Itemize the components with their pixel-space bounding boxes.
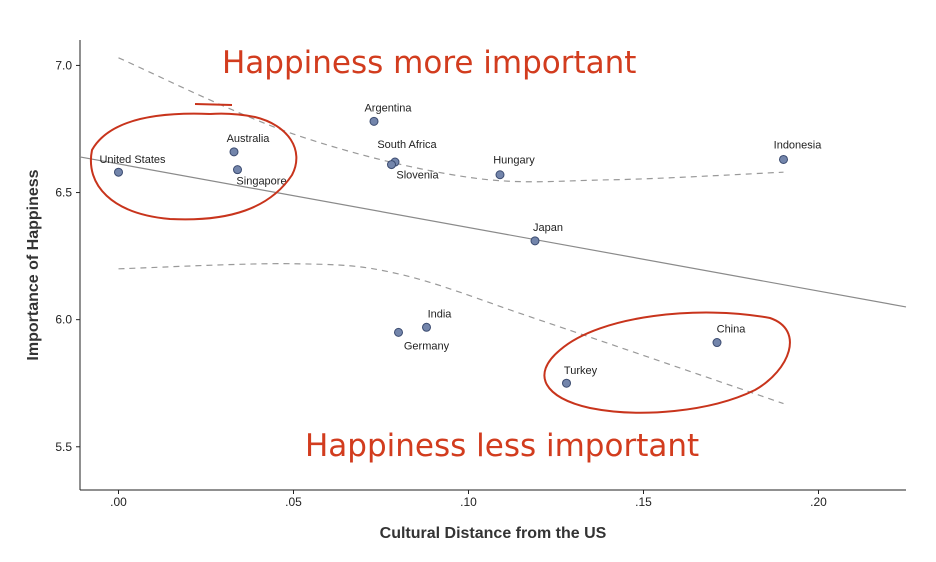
y-tick-label: 7.0 [55, 58, 72, 72]
x-tick-label: .20 [810, 495, 827, 509]
point-label: India [428, 308, 453, 320]
ci-upper-line [118, 57, 784, 183]
point-label: Indonesia [774, 139, 823, 151]
data-point [114, 167, 123, 177]
x-tick-label: .15 [635, 495, 652, 509]
data-point [387, 160, 396, 170]
data-point [394, 327, 403, 337]
data-point [712, 338, 722, 348]
x-tick-label: .05 [285, 495, 302, 509]
point-label: Argentina [364, 102, 412, 114]
data-point [422, 322, 431, 332]
data-point [233, 165, 242, 175]
point-label: Japan [533, 222, 563, 234]
data-point [369, 116, 379, 126]
data-point [530, 236, 540, 246]
data-point [495, 170, 505, 180]
ci-lower-line [118, 263, 784, 405]
x-axis-title: Cultural Distance from the US [380, 525, 607, 542]
circle-annotation-stroke [194, 103, 233, 106]
y-tick-label: 6.0 [55, 313, 72, 327]
point-label: Hungary [493, 155, 535, 167]
circle-annotation-top-left [89, 112, 298, 221]
point-label: China [717, 324, 747, 336]
fit-line [79, 156, 907, 308]
point-label: South Africa [377, 139, 437, 151]
data-point [779, 154, 788, 164]
point-label: Singapore [236, 176, 286, 188]
y-tick-label: 6.5 [55, 186, 72, 200]
annotation-bottom: Happiness less important [305, 428, 699, 464]
data-point [229, 147, 239, 157]
data-point [562, 378, 571, 388]
annotation-top: Happiness more important [222, 45, 636, 81]
point-label: Turkey [564, 365, 598, 377]
circle-annotation-bottom-right [543, 311, 791, 414]
point-label: United States [99, 154, 166, 166]
x-tick-label: .00 [110, 495, 127, 509]
point-label: Australia [227, 133, 271, 145]
y-tick-label: 5.5 [55, 440, 72, 454]
point-label: Germany [404, 340, 450, 352]
point-label: Slovenia [396, 170, 439, 182]
x-tick-label: .10 [460, 495, 477, 509]
y-axis-title: Importance of Happiness [25, 169, 42, 360]
